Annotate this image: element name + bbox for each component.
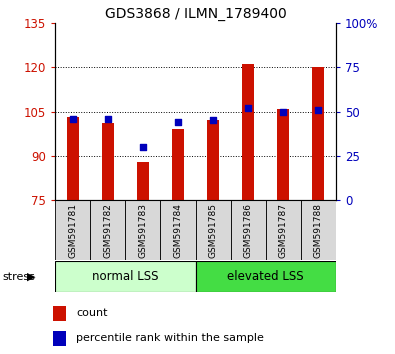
Bar <box>102 123 114 200</box>
Bar <box>196 200 231 260</box>
Text: GSM591785: GSM591785 <box>209 202 218 258</box>
Bar <box>242 64 254 200</box>
Bar <box>231 200 265 260</box>
Bar <box>55 261 196 292</box>
Point <box>315 107 322 113</box>
Bar <box>265 200 301 260</box>
Text: normal LSS: normal LSS <box>92 270 159 283</box>
Text: count: count <box>77 308 108 318</box>
Point <box>140 144 146 150</box>
Text: percentile rank within the sample: percentile rank within the sample <box>77 333 264 343</box>
Point <box>105 116 111 121</box>
Bar <box>53 306 66 321</box>
Point <box>70 116 76 121</box>
Bar <box>67 118 79 200</box>
Text: GSM591781: GSM591781 <box>68 202 77 258</box>
Text: GSM591787: GSM591787 <box>278 202 288 258</box>
Bar <box>55 200 90 260</box>
Bar <box>301 200 336 260</box>
Text: GSM591786: GSM591786 <box>244 202 253 258</box>
Text: GSM591783: GSM591783 <box>138 202 147 258</box>
Bar <box>126 200 160 260</box>
Point <box>175 119 181 125</box>
Text: GSM591784: GSM591784 <box>173 202 182 258</box>
Bar <box>137 162 149 200</box>
Text: GSM591782: GSM591782 <box>103 202 113 258</box>
Text: stress: stress <box>2 272 35 282</box>
Title: GDS3868 / ILMN_1789400: GDS3868 / ILMN_1789400 <box>105 7 286 21</box>
Bar <box>90 200 126 260</box>
Text: GSM591788: GSM591788 <box>314 202 323 258</box>
Bar <box>196 261 336 292</box>
Point <box>245 105 251 111</box>
Bar <box>172 129 184 200</box>
Text: ▶: ▶ <box>27 272 36 282</box>
Point <box>210 118 216 123</box>
Bar <box>312 67 324 200</box>
Text: elevated LSS: elevated LSS <box>228 270 304 283</box>
Point <box>280 109 286 114</box>
Bar <box>207 120 219 200</box>
Bar <box>160 200 196 260</box>
Bar <box>277 109 289 200</box>
Bar <box>53 331 66 346</box>
